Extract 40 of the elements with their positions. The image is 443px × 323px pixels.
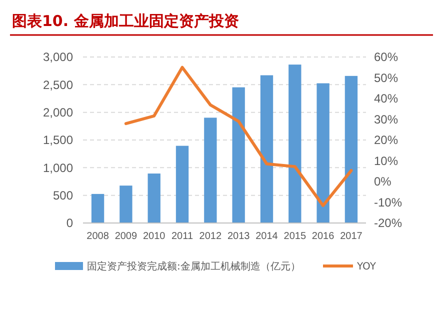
bar	[232, 87, 245, 223]
x-tick-label: 2014	[256, 231, 278, 242]
x-tick-label: 2010	[142, 231, 166, 242]
bar	[120, 186, 132, 223]
bar	[176, 146, 189, 223]
y2-tick-label: 20%	[374, 133, 398, 148]
bar	[288, 64, 302, 223]
y-tick-label: 3,000	[42, 50, 74, 64]
x-tick-label: 2016	[312, 231, 335, 242]
bar	[148, 174, 160, 223]
y-tick-label: 2,000	[42, 106, 74, 120]
y2-tick-label: -10%	[374, 195, 402, 210]
y-tick-label: 1,500	[42, 133, 74, 148]
bar	[204, 118, 217, 223]
y2-tick-label: 0%	[374, 174, 392, 189]
y2-tick-label: 40%	[374, 92, 398, 106]
x-tick-label: 2015	[284, 231, 306, 242]
x-tick-label: 2008	[86, 231, 110, 242]
x-tick-label: 2017	[340, 231, 363, 242]
y2-tick-label: 60%	[374, 50, 398, 64]
line-series	[124, 66, 353, 208]
bar	[91, 194, 104, 223]
bar	[344, 76, 358, 223]
y-tick-label: 2,500	[42, 78, 74, 92]
y-tick-label: 1,000	[42, 160, 74, 175]
x-tick-label: 2013	[227, 231, 250, 242]
legend-label: YOY	[356, 262, 377, 272]
y-tick-label: 0	[66, 216, 74, 230]
x-tick-label: 2011	[172, 231, 194, 242]
legend-label: 固定资产投资完成额:金属加工机械制造（亿元）	[87, 260, 300, 272]
y2-tick-label: -20%	[374, 216, 402, 230]
x-tick-label: 2012	[199, 231, 222, 242]
bar	[260, 75, 274, 223]
y-tick-label: 500	[52, 188, 74, 203]
y2-tick-label: 50%	[374, 70, 398, 85]
y2-tick-label: 30%	[374, 112, 398, 126]
chart-title: 图表10. 金属加工业固定资产投资	[12, 12, 239, 30]
bar	[316, 83, 330, 223]
y2-tick-label: 10%	[374, 154, 398, 168]
x-tick-label: 2009	[114, 231, 138, 242]
